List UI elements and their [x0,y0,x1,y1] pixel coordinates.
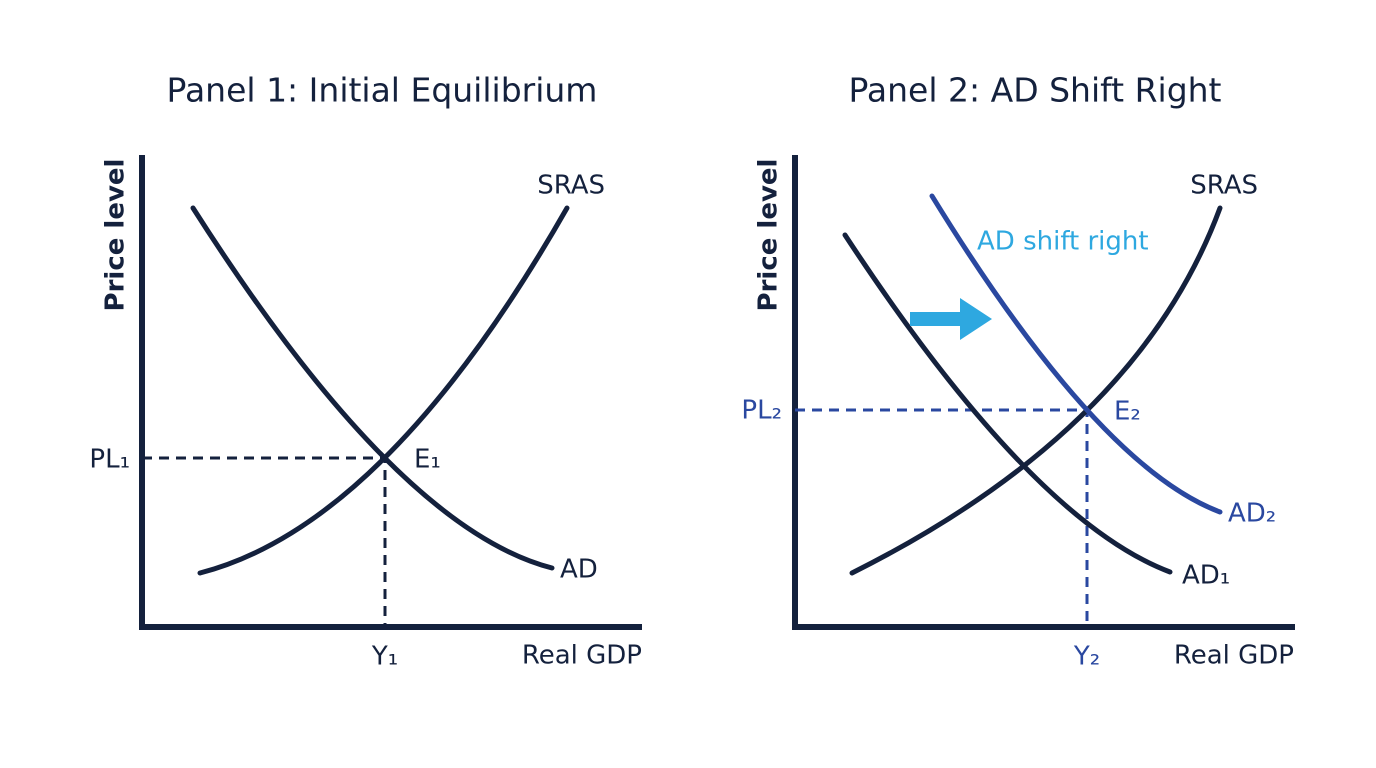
curve-label: AD₂ [1228,499,1276,529]
equilibrium-label: E₁ [414,445,441,475]
shift-arrow [910,298,992,340]
curve-label: SRAS [537,171,605,201]
x-axis-label: Real GDP [522,641,642,671]
output-label: Y₂ [1073,642,1100,672]
price-label: PL₂ [741,396,782,426]
curve-label: AD₁ [1182,561,1230,591]
output-label: Y₁ [371,642,398,672]
sras-curve [849,205,1223,576]
axes [139,155,642,630]
equilibrium-guide [142,456,387,627]
panel-title: Panel 2: AD Shift Right [849,71,1222,110]
panel-2: Panel 2: AD Shift Right Price level Real… [741,71,1295,672]
y-axis-label: Price level [101,159,131,312]
ad-curve [190,205,555,571]
ad2-curve [929,193,1223,515]
x-axis-label: Real GDP [1174,641,1294,671]
curve-label: AD [560,555,598,585]
ad1-curve [842,232,1173,575]
axes [792,155,1295,630]
y-axis-label: Price level [754,159,784,312]
annotation: AD shift right [977,227,1149,257]
equilibrium-label: E₂ [1114,397,1141,427]
panel-title: Panel 1: Initial Equilibrium [167,71,598,110]
sras-curve [197,205,570,576]
equilibrium-guide [795,408,1089,627]
price-label: PL₁ [89,445,130,475]
curve-label: SRAS [1190,171,1258,201]
panel-1: Panel 1: Initial Equilibrium Price level… [89,71,642,672]
